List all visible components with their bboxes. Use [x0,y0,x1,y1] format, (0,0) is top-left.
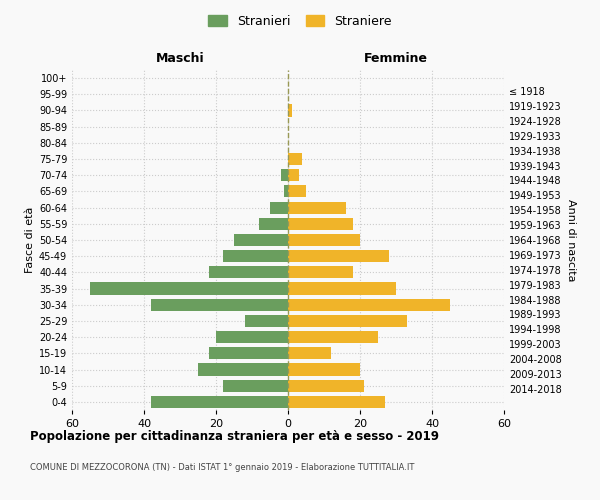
Bar [223,380,288,392]
Bar [288,169,299,181]
Y-axis label: Anni di nascita: Anni di nascita [566,198,576,281]
Bar [198,364,288,376]
Bar [288,315,407,327]
Bar [288,364,360,376]
Bar [288,234,360,246]
Bar [288,331,378,343]
Bar [288,282,396,294]
Text: Maschi: Maschi [155,52,205,65]
Bar [288,348,331,360]
Bar [288,266,353,278]
Text: Popolazione per cittadinanza straniera per età e sesso - 2019: Popolazione per cittadinanza straniera p… [30,430,439,443]
Bar [223,250,288,262]
Y-axis label: Fasce di età: Fasce di età [25,207,35,273]
Bar [281,169,288,181]
Bar [288,186,306,198]
Bar [288,202,346,213]
Bar [151,298,288,311]
Bar [234,234,288,246]
Bar [259,218,288,230]
Bar [209,266,288,278]
Bar [288,104,292,117]
Bar [216,331,288,343]
Bar [90,282,288,294]
Bar [284,186,288,198]
Bar [288,250,389,262]
Bar [288,380,364,392]
Bar [151,396,288,408]
Bar [288,218,353,230]
Bar [270,202,288,213]
Bar [288,153,302,165]
Bar [209,348,288,360]
Bar [288,298,450,311]
Bar [288,396,385,408]
Legend: Stranieri, Straniere: Stranieri, Straniere [205,11,395,32]
Text: COMUNE DI MEZZOCORONA (TN) - Dati ISTAT 1° gennaio 2019 - Elaborazione TUTTITALI: COMUNE DI MEZZOCORONA (TN) - Dati ISTAT … [30,462,415,471]
Text: Femmine: Femmine [364,52,428,65]
Bar [245,315,288,327]
